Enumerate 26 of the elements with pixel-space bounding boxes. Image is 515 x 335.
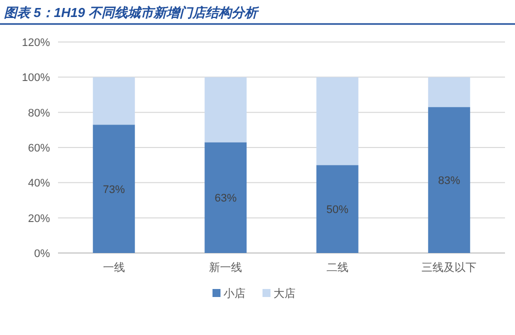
bar	[204, 77, 247, 142]
y-tick-label: 60%	[28, 142, 50, 154]
bar	[428, 77, 470, 108]
y-tick-label: 20%	[28, 212, 50, 225]
data-label: 50%	[326, 204, 349, 216]
bar	[92, 124, 135, 253]
data-label: 73%	[102, 184, 126, 196]
y-tick-label: 120%	[22, 37, 50, 49]
y-tick-label: 80%	[28, 107, 50, 120]
legend-label: 大店	[274, 287, 296, 300]
bar	[316, 77, 358, 166]
bar	[204, 142, 247, 253]
chart-title: 图表 5：1H19 不同线城市新增门店结构分析	[4, 5, 260, 20]
bar	[92, 77, 135, 125]
bar	[428, 107, 470, 253]
bar	[316, 165, 358, 253]
x-tick-label: 二线	[326, 261, 348, 274]
x-tick-label: 新一线	[209, 261, 242, 274]
data-label: 63%	[214, 192, 237, 205]
y-tick-label: 0%	[34, 248, 50, 260]
x-tick-label: 三线及以下	[422, 261, 477, 274]
y-tick-label: 40%	[28, 178, 50, 190]
data-label: 83%	[438, 175, 460, 188]
y-tick-label: 100%	[22, 72, 50, 84]
x-tick-label: 一线	[102, 261, 125, 274]
legend-label: 小店	[224, 287, 246, 300]
